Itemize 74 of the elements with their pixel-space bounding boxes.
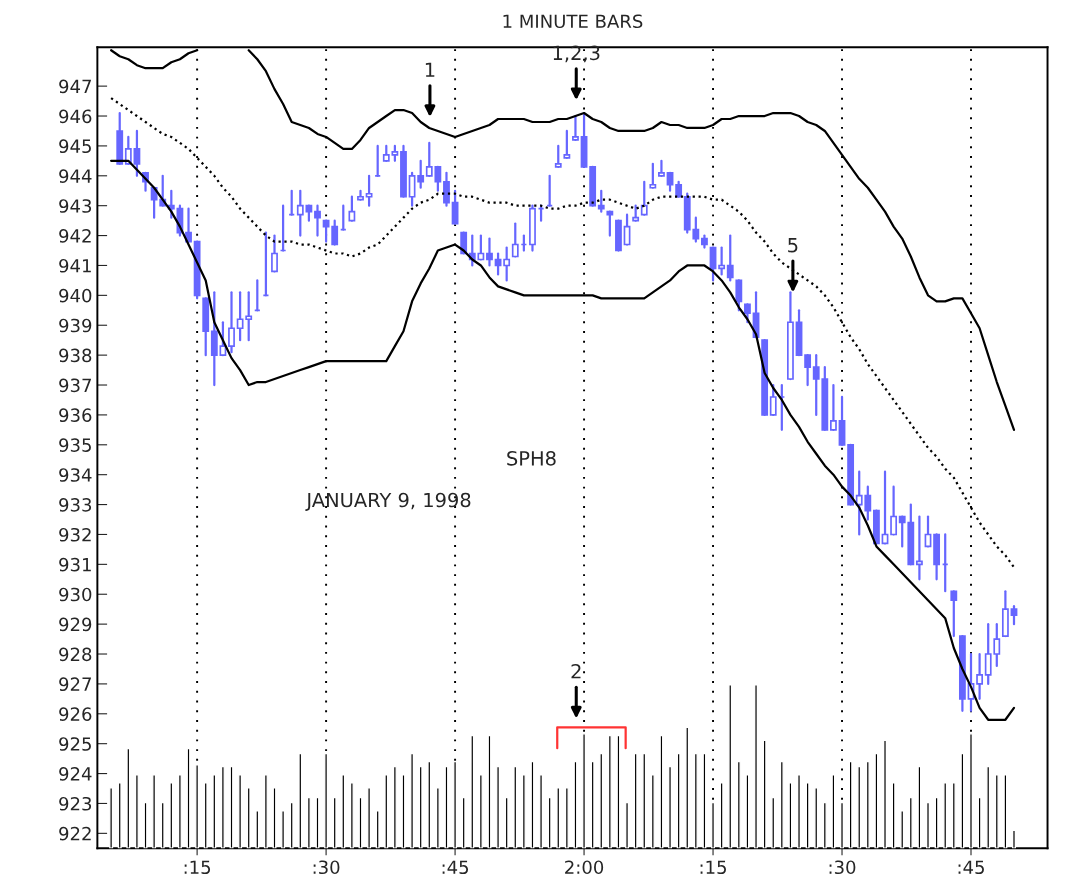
- y-tick-label: 946: [59, 109, 92, 124]
- y-tick-label: 940: [59, 288, 92, 303]
- y-tick-label: 942: [59, 229, 91, 243]
- annotation: SPH8: [507, 450, 556, 466]
- candlestick: [804, 354, 812, 387]
- y-tick-label: 922: [59, 826, 91, 841]
- candlestick: [563, 129, 571, 159]
- y-tick-label: 924: [59, 767, 92, 781]
- annotation: 5: [788, 238, 798, 253]
- y-tick-label: 936: [59, 408, 92, 423]
- y-tick-label: 932: [59, 527, 91, 542]
- candlestick: [554, 144, 562, 168]
- candlestick: [314, 204, 321, 237]
- candlestick: [606, 210, 614, 237]
- y-tick-label: 929: [59, 617, 92, 632]
- candlestick: [976, 652, 984, 700]
- candlestick: [597, 189, 605, 213]
- candlestick: [167, 189, 175, 219]
- y-tick-label: 945: [59, 139, 91, 154]
- y-tick-label: 930: [59, 587, 92, 602]
- y-tick-label: 943: [59, 199, 92, 213]
- y-tick-label: 928: [59, 647, 92, 662]
- candlestick: [357, 189, 364, 201]
- x-tick-label: :15: [700, 860, 726, 875]
- y-tick-label: 935: [59, 438, 91, 452]
- candlestick: [124, 135, 132, 165]
- candlestick: [511, 222, 519, 258]
- candlestick: [348, 195, 356, 222]
- candlestick: [417, 159, 425, 189]
- candlestick: [658, 159, 665, 177]
- x-tick-label: :15: [184, 860, 211, 875]
- x-tick-label: 2:00: [565, 860, 604, 875]
- x-tick-label: :45: [958, 860, 984, 875]
- candlestick: [838, 395, 846, 446]
- candlestick: [735, 279, 743, 312]
- y-tick-label: 941: [59, 258, 91, 273]
- annotation: 1: [425, 62, 435, 77]
- x-tick-label: :30: [313, 860, 340, 875]
- y-tick-label: 934: [59, 468, 92, 482]
- y-tick-label: 925: [59, 737, 91, 751]
- candlestick: [486, 237, 493, 267]
- annotation: 2: [571, 663, 581, 679]
- candlestick: [365, 174, 373, 207]
- x-tick-label: :30: [829, 860, 856, 875]
- chart-title: 1 MINUTE BARS: [503, 14, 643, 29]
- y-tick-label: 937: [59, 378, 91, 393]
- candlestick: [443, 171, 450, 207]
- candlestick: [640, 180, 648, 216]
- candlestick: [408, 171, 416, 207]
- candlestick: [915, 515, 923, 581]
- y-tick-label: 944: [59, 169, 92, 183]
- candlestick: [133, 129, 141, 177]
- candlestick: [769, 383, 777, 417]
- y-tick-label: 947: [59, 79, 91, 94]
- y-tick-label: 923: [59, 796, 92, 811]
- candlestick: [271, 234, 278, 273]
- candlestick: [649, 162, 657, 189]
- y-tick-label: 926: [59, 707, 92, 721]
- annotation: 1,2,3: [553, 45, 600, 63]
- candlestick: [950, 590, 958, 638]
- candlestick: [572, 114, 579, 142]
- y-tick-label: 938: [59, 348, 92, 363]
- candlestick: [503, 246, 511, 282]
- y-tick-label: 939: [59, 318, 92, 333]
- candlestick: [228, 291, 235, 354]
- candlestick: [890, 485, 898, 536]
- y-tick-label: 931: [59, 557, 91, 572]
- annotation: JANUARY 9, 1998: [305, 492, 471, 511]
- candlestick: [830, 383, 837, 431]
- x-tick-label: :45: [442, 860, 469, 875]
- candlestick: [726, 234, 734, 282]
- candlestick: [718, 246, 726, 276]
- y-tick-label: 927: [59, 677, 91, 692]
- y-tick-label: 933: [59, 498, 92, 512]
